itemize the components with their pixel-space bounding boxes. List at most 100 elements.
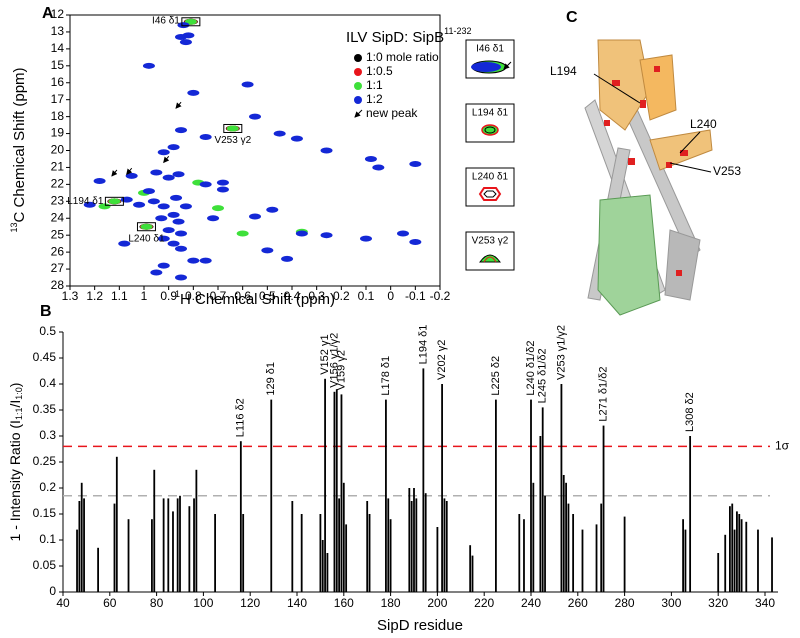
x-tick-label: 0.3 [308, 289, 325, 303]
peak [83, 201, 96, 208]
bar [76, 529, 78, 592]
peak [140, 223, 153, 230]
y-tick-label: 0.2 [39, 480, 56, 494]
leader-line [679, 131, 701, 154]
peak [226, 125, 239, 132]
bar-annotation: L178 δ1 [380, 356, 392, 396]
peak [241, 81, 254, 88]
y-tick-label: 26 [51, 244, 65, 258]
x-tick-label: 140 [287, 596, 307, 610]
peak [157, 203, 170, 210]
peak [179, 203, 192, 210]
threshold-label: 1σ [775, 439, 790, 453]
legend-label: 1:0 mole ratio [366, 50, 439, 64]
bar [729, 506, 731, 592]
axis-label-text: 1 - Intensity Ratio (I [7, 420, 23, 541]
bar-annotation: V253 γ1/γ2 [555, 325, 567, 380]
helix-orange [597, 39, 651, 131]
bar [581, 529, 584, 592]
x-tick-label: 0.1 [358, 289, 375, 303]
bar [335, 389, 338, 592]
inset-label: L240 δ1 [472, 172, 509, 183]
x-tick-label: 160 [334, 596, 354, 610]
bar [270, 399, 273, 592]
peak [397, 230, 409, 237]
y-tick-label: 13 [51, 24, 65, 38]
inset-label: V253 γ2 [472, 236, 509, 247]
peak [172, 218, 185, 225]
bar [731, 503, 734, 592]
x-tick-label: -0.2 [430, 289, 451, 303]
bar [532, 482, 535, 592]
x-tick-label: 0.5 [259, 289, 276, 303]
y-tick-label: 28 [51, 278, 65, 292]
y-tick-label: 19 [51, 126, 65, 140]
x-tick-label: 0 [387, 289, 394, 303]
bar [523, 519, 525, 592]
bar [541, 407, 544, 592]
peak [118, 240, 131, 247]
helix-orange [639, 54, 677, 121]
y-tick-label: 0 [49, 584, 56, 598]
y-tick-label: 0.4 [39, 376, 56, 390]
helix [664, 229, 701, 301]
peak-box-label: L240 δ1 [128, 233, 165, 244]
bar [193, 498, 195, 592]
leader-line [669, 162, 712, 173]
x-tick-label: 1 [141, 289, 148, 303]
bar [242, 514, 245, 592]
peak-box-label: L194 δ1 [67, 196, 104, 207]
y-tick-label: 20 [51, 143, 65, 157]
y-tick-label: 22 [51, 177, 65, 191]
x-tick-label: 0.6 [234, 289, 251, 303]
bar [740, 519, 743, 592]
bar [342, 482, 345, 592]
bar [368, 514, 371, 592]
peak [290, 135, 303, 142]
bar [167, 498, 170, 592]
bar [78, 501, 81, 592]
bar [300, 514, 303, 592]
residue-label: L194 [550, 64, 577, 78]
bar [115, 456, 118, 592]
panel-label: B [40, 303, 52, 320]
bar [153, 469, 156, 592]
y-tick-label: 0.5 [39, 324, 56, 338]
peak [409, 161, 422, 168]
axis-label-text: C Chemical Shift (ppm) [11, 67, 28, 222]
insets: I46 δ1 L194 δ1 L240 δ1 V253 γ2 [465, 39, 515, 271]
bar [443, 498, 446, 592]
legend-title: ILV SipD: SipB11-232 [346, 26, 471, 46]
y-tick-label: 24 [51, 210, 65, 224]
inset-contour [483, 256, 497, 263]
inset-arrow [503, 61, 512, 70]
peak [249, 113, 261, 120]
y-tick-label: 0.3 [39, 428, 56, 442]
bar [422, 368, 425, 592]
x-tick-label: -0.1 [405, 289, 426, 303]
bar-annotation: V202 γ2 [436, 340, 448, 380]
peak [162, 174, 175, 181]
peak [175, 274, 187, 281]
panel-label: A [42, 5, 54, 22]
bar [424, 493, 427, 592]
bar [366, 501, 369, 592]
bar-annotation: L225 δ2 [490, 356, 502, 396]
peak [360, 235, 372, 242]
legend-label: new peak [366, 106, 418, 120]
x-tick-label: 100 [193, 596, 213, 610]
x-tick-label: 240 [521, 596, 541, 610]
y-tick-label: 18 [51, 109, 65, 123]
legend-label: 1:0.5 [366, 64, 393, 78]
bar [495, 399, 497, 592]
bar [684, 529, 687, 592]
bar [738, 514, 741, 592]
bar [340, 394, 343, 592]
bar [291, 501, 294, 592]
bar-annotation: V152 γ1 [319, 334, 331, 374]
peak [364, 155, 377, 162]
bar [127, 519, 130, 592]
bar [539, 436, 542, 592]
x-tick-label: 0.9 [160, 289, 177, 303]
x-tick-label: 300 [661, 596, 681, 610]
